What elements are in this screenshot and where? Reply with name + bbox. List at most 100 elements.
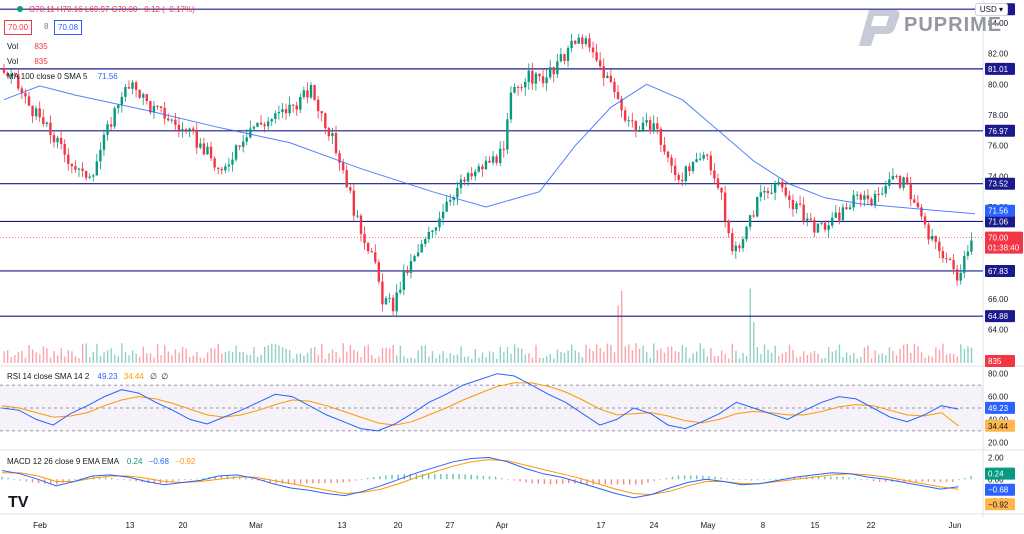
candle-body <box>334 133 338 154</box>
candle-body <box>955 269 959 281</box>
level-price-tag <box>985 62 1015 75</box>
volume-bar <box>860 356 862 363</box>
candle-body <box>31 105 34 117</box>
rsi-value: 49.23 <box>97 372 118 381</box>
volume-bar <box>903 344 905 363</box>
candle-body <box>884 185 887 194</box>
candle-body <box>281 109 284 113</box>
candle-body <box>859 194 862 200</box>
volume-bar <box>720 350 723 363</box>
volume-bar <box>724 353 726 363</box>
ohlc-readout: O70.11 H70.16 L69.97 C70.00 −0.12 (−0.17… <box>17 5 195 14</box>
rsi-legend[interactable]: RSI 14 close SMA 14 2 49.23 34.44 ∅ ∅ <box>7 372 168 381</box>
candle-body <box>552 67 555 75</box>
candle-body <box>216 167 220 169</box>
candle-body <box>156 105 159 107</box>
volume-bar <box>103 352 105 363</box>
candle-body <box>88 176 91 178</box>
candle-body <box>341 162 345 171</box>
volume-bar <box>588 348 591 363</box>
rsi-empty-2: ∅ <box>161 372 169 381</box>
candle-body <box>841 207 845 221</box>
time-tick-label: Feb <box>33 521 47 530</box>
rsi-sma-line <box>1 382 959 427</box>
volume-bar <box>174 349 177 363</box>
volume-bar <box>313 347 316 363</box>
candle-body <box>409 261 413 273</box>
macd-histogram-bar <box>476 475 479 480</box>
macd-histogram-bar <box>129 479 131 481</box>
candle-body <box>802 204 805 221</box>
candle-body <box>377 262 381 282</box>
macd-histogram-bar <box>616 479 619 485</box>
macd-legend[interactable]: MACD 12 26 close 9 EMA EMA 0.24 −0.68 −0… <box>7 457 195 466</box>
macd-histogram-bar <box>7 477 9 480</box>
currency-label: USD <box>979 5 997 14</box>
candle-body <box>813 219 816 233</box>
candle-body <box>70 163 74 167</box>
ma-legend[interactable]: MA 100 close 0 SMA 5 71.56 <box>7 72 118 81</box>
candle-body <box>938 241 941 252</box>
macd-histogram-bar <box>793 477 795 480</box>
volume-bar <box>778 356 780 363</box>
volume-bar <box>574 350 576 363</box>
volume-bar <box>913 343 916 363</box>
candle-body <box>852 195 855 208</box>
rsi-sma-value-tag <box>985 419 1015 432</box>
volume-bar <box>239 351 241 363</box>
macd-histogram-bar <box>427 474 430 480</box>
macd-histogram-bar <box>50 479 52 485</box>
volume-bar <box>242 351 244 363</box>
volume-bar <box>89 357 91 363</box>
volume-bar <box>246 354 248 363</box>
macd-histogram-bar <box>110 477 113 480</box>
candle-body <box>741 239 745 249</box>
candle-body <box>306 90 309 98</box>
candle-body <box>59 137 63 144</box>
level-price-label: 76.97 <box>988 127 1009 136</box>
time-tick-label: Mar <box>249 521 263 530</box>
macd-histogram-bar <box>25 479 28 482</box>
candle-body <box>266 121 270 127</box>
chevron-down-icon: ▾ <box>998 5 1003 14</box>
volume-legend[interactable]: Vol 835 <box>7 42 48 51</box>
candle-body <box>302 90 306 98</box>
volume-bar <box>585 344 587 363</box>
volume-legend-2[interactable]: Vol 835 <box>7 57 48 66</box>
volume-bar <box>131 350 134 363</box>
volume-bar <box>142 346 145 363</box>
candle-body <box>559 54 563 62</box>
candle-body <box>438 218 441 228</box>
time-tick-label: 22 <box>867 521 876 530</box>
candle-body <box>277 112 281 114</box>
volume-bar <box>556 349 559 363</box>
candle-body <box>681 179 684 182</box>
currency-selector[interactable]: USD ▾ <box>974 3 1008 16</box>
candle-body <box>809 218 812 220</box>
sell-price-button[interactable]: 70.00 <box>4 20 33 35</box>
macd-histogram-bar <box>354 479 357 481</box>
candle-body <box>913 199 916 203</box>
candle-body <box>313 85 316 100</box>
buy-price-button[interactable]: 70.08 <box>54 20 83 35</box>
candle-body <box>259 122 263 125</box>
candle-body <box>845 207 848 210</box>
time-tick-label: 13 <box>338 521 347 530</box>
volume-bar <box>335 351 337 363</box>
candle-body <box>909 184 912 200</box>
macd-histogram-bar <box>135 479 137 482</box>
macd-histogram-bar <box>647 479 649 483</box>
candle-body <box>184 129 188 131</box>
volume-bar <box>378 356 380 363</box>
macd-histogram-bar <box>19 479 21 481</box>
candle-body <box>827 225 830 230</box>
macd-histogram-bar <box>939 479 942 482</box>
volume-bar <box>595 344 598 363</box>
macd-histogram-bar <box>537 479 540 484</box>
volume-bar <box>74 356 77 363</box>
volume-bar <box>299 353 302 363</box>
candle-body <box>770 192 773 194</box>
volume-bar <box>581 357 584 363</box>
candle-body <box>534 73 538 84</box>
